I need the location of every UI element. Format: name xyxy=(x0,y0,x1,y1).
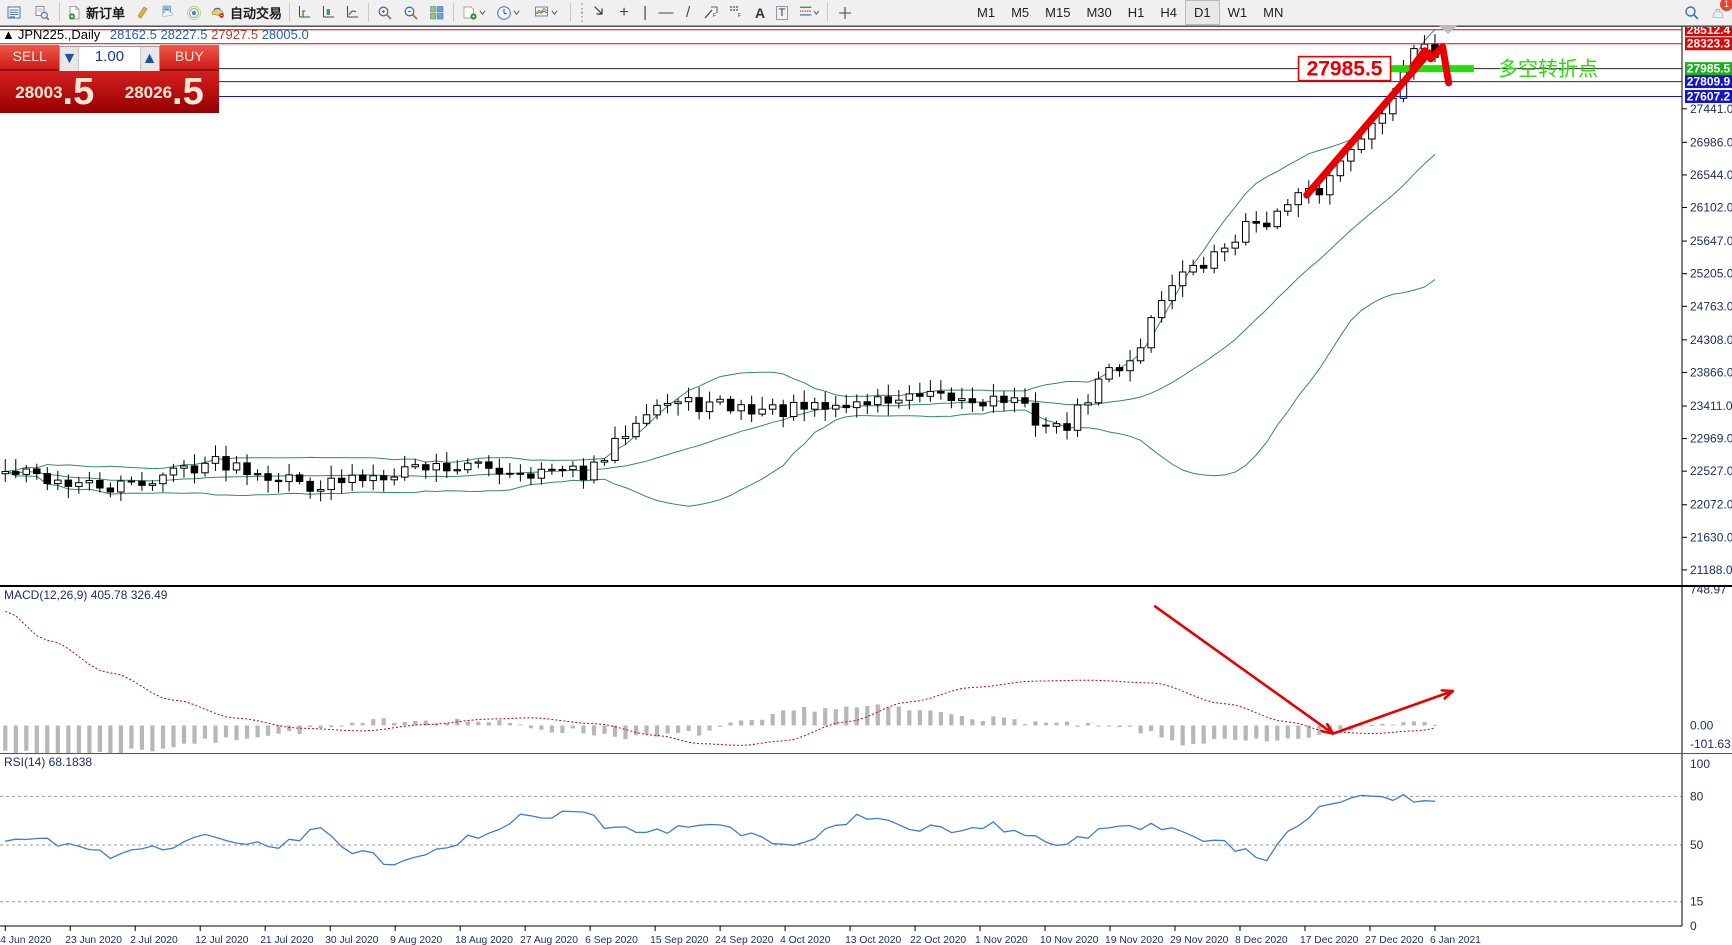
svg-text:22 Oct 2020: 22 Oct 2020 xyxy=(910,935,966,945)
svg-text:25205.0: 25205.0 xyxy=(1690,267,1732,281)
svg-text:29 Nov 2020: 29 Nov 2020 xyxy=(1170,935,1229,945)
svg-text:6 Jan 2021: 6 Jan 2021 xyxy=(1430,935,1481,945)
svg-text:-101.63: -101.63 xyxy=(1690,737,1731,751)
svg-text:17 Dec 2020: 17 Dec 2020 xyxy=(1300,935,1359,945)
svg-text:21188.0: 21188.0 xyxy=(1690,563,1732,577)
svg-text:9 Aug 2020: 9 Aug 2020 xyxy=(390,935,442,945)
svg-text:748.97: 748.97 xyxy=(1690,587,1727,597)
svg-text:24763.0: 24763.0 xyxy=(1690,299,1732,313)
svg-text:27809.9: 27809.9 xyxy=(1687,75,1731,89)
svg-text:18 Aug 2020: 18 Aug 2020 xyxy=(455,935,513,945)
svg-text:RSI(14) 68.1838: RSI(14) 68.1838 xyxy=(4,755,92,769)
svg-text:23866.0: 23866.0 xyxy=(1690,365,1732,379)
svg-text:27607.2: 27607.2 xyxy=(1687,90,1731,104)
svg-text:22072.0: 22072.0 xyxy=(1690,498,1732,512)
svg-text:MACD(12,26,9) 405.78 326.49: MACD(12,26,9) 405.78 326.49 xyxy=(4,588,168,602)
svg-text:27 Aug 2020: 27 Aug 2020 xyxy=(520,935,578,945)
svg-text:26986.0: 26986.0 xyxy=(1690,135,1732,149)
svg-text:4 Oct 2020: 4 Oct 2020 xyxy=(780,935,831,945)
svg-text:22969.0: 22969.0 xyxy=(1690,432,1732,446)
svg-text:21 Jul 2020: 21 Jul 2020 xyxy=(260,935,314,945)
svg-text:1 Nov 2020: 1 Nov 2020 xyxy=(975,935,1028,945)
svg-text:10 Nov 2020: 10 Nov 2020 xyxy=(1040,935,1099,945)
svg-text:6 Sep 2020: 6 Sep 2020 xyxy=(585,935,638,945)
svg-text:27 Dec 2020: 27 Dec 2020 xyxy=(1365,935,1424,945)
svg-text:28512.4: 28512.4 xyxy=(1687,27,1731,37)
svg-text:100: 100 xyxy=(1690,757,1710,771)
svg-text:50: 50 xyxy=(1690,838,1704,852)
svg-text:21630.0: 21630.0 xyxy=(1690,530,1732,544)
svg-text:23411.0: 23411.0 xyxy=(1690,399,1732,413)
svg-text:8 Dec 2020: 8 Dec 2020 xyxy=(1235,935,1288,945)
svg-text:2 Jul 2020: 2 Jul 2020 xyxy=(130,935,178,945)
svg-text:27985.5: 27985.5 xyxy=(1687,62,1731,76)
svg-text:13 Oct 2020: 13 Oct 2020 xyxy=(845,935,901,945)
svg-text:27985.5: 27985.5 xyxy=(1307,58,1383,81)
svg-text:0.00: 0.00 xyxy=(1690,718,1714,732)
svg-text:24308.0: 24308.0 xyxy=(1690,333,1732,347)
svg-text:25647.0: 25647.0 xyxy=(1690,234,1732,248)
svg-text:F: F xyxy=(713,13,716,19)
svg-text:26102.0: 26102.0 xyxy=(1690,201,1732,215)
svg-text:4 Jun 2020: 4 Jun 2020 xyxy=(0,935,51,945)
svg-text:80: 80 xyxy=(1690,789,1704,803)
svg-text:30 Jul 2020: 30 Jul 2020 xyxy=(325,935,379,945)
svg-text:15: 15 xyxy=(1690,895,1704,909)
svg-text:F: F xyxy=(738,13,741,19)
svg-text:15 Sep 2020: 15 Sep 2020 xyxy=(650,935,709,945)
svg-text:0: 0 xyxy=(1690,919,1697,933)
svg-text:19 Nov 2020: 19 Nov 2020 xyxy=(1105,935,1164,945)
svg-text:23 Jun 2020: 23 Jun 2020 xyxy=(65,935,122,945)
svg-text:22527.0: 22527.0 xyxy=(1690,464,1732,478)
svg-text:28323.3: 28323.3 xyxy=(1687,37,1731,51)
svg-text:多空转折点: 多空转折点 xyxy=(1498,58,1598,81)
svg-text:27441.0: 27441.0 xyxy=(1690,102,1732,116)
svg-text:24 Sep 2020: 24 Sep 2020 xyxy=(715,935,774,945)
svg-text:26544.0: 26544.0 xyxy=(1690,168,1732,182)
svg-text:12 Jul 2020: 12 Jul 2020 xyxy=(195,935,249,945)
